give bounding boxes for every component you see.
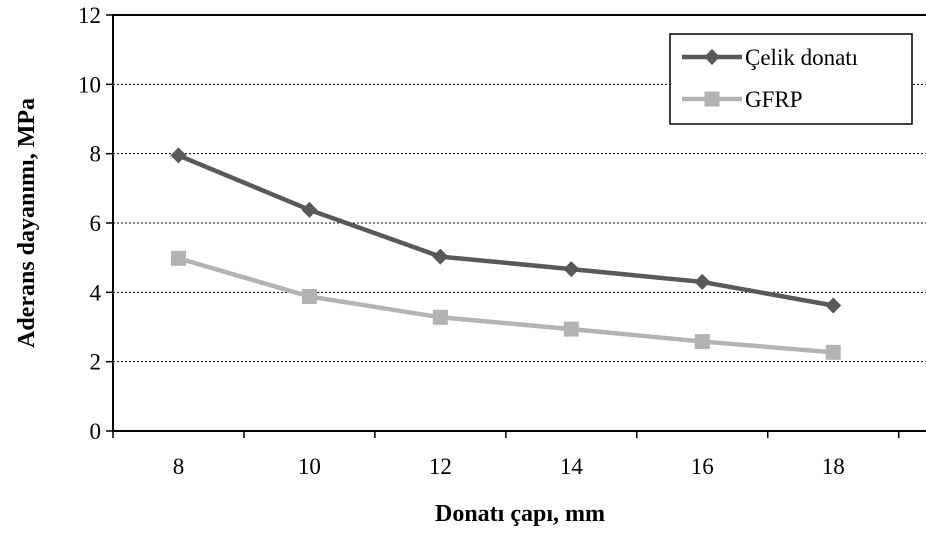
- data-point: [694, 273, 711, 290]
- series-line: [177, 256, 834, 355]
- y-tick-label: 12: [78, 3, 101, 28]
- x-tick-label: 16: [691, 454, 714, 479]
- y-tick-label: 4: [90, 280, 102, 305]
- y-tick-label: 6: [90, 211, 102, 236]
- y-tick-label: 2: [90, 350, 102, 375]
- legend-label: Çelik donatı: [745, 45, 858, 70]
- x-tick-label: 12: [429, 454, 452, 479]
- gridlines: [113, 83, 926, 363]
- data-point: [825, 297, 842, 314]
- series-1: [170, 147, 842, 314]
- y-axis-title: Aderans dayanımı, MPa: [14, 98, 40, 348]
- data-point: [170, 250, 186, 266]
- y-tick-label: 10: [78, 72, 101, 97]
- axes: 0 2 4 6 8 10 12 8 10 12 14 16 18: [78, 3, 900, 479]
- data-point: [563, 261, 580, 278]
- data-point: [563, 321, 579, 337]
- data-point: [301, 201, 318, 218]
- legend-entry: GFRP: [682, 87, 803, 112]
- data-point: [432, 248, 449, 265]
- data-point: [694, 334, 710, 350]
- x-tick-label: 18: [822, 454, 845, 479]
- legend-marker: [704, 49, 720, 65]
- data-point: [301, 288, 317, 304]
- series-line: [177, 153, 834, 308]
- x-axis-title: Donatı çapı, mm: [435, 501, 605, 527]
- legend: Çelik donatı GFRP: [669, 33, 913, 125]
- legend-label: GFRP: [745, 87, 803, 112]
- legend-entry: Çelik donatı: [682, 45, 858, 70]
- y-tick-label: 8: [90, 142, 102, 167]
- legend-marker: [704, 91, 720, 107]
- x-tick-label: 8: [173, 454, 185, 479]
- x-tick-label: 14: [560, 454, 584, 479]
- x-tick-label: 10: [298, 454, 321, 479]
- data-point: [170, 147, 187, 164]
- legend-box: [669, 33, 913, 125]
- series-2: [170, 250, 841, 360]
- series-group: [170, 147, 842, 360]
- data-point: [825, 344, 841, 360]
- data-point: [432, 309, 448, 325]
- y-tick-label: 0: [90, 419, 102, 444]
